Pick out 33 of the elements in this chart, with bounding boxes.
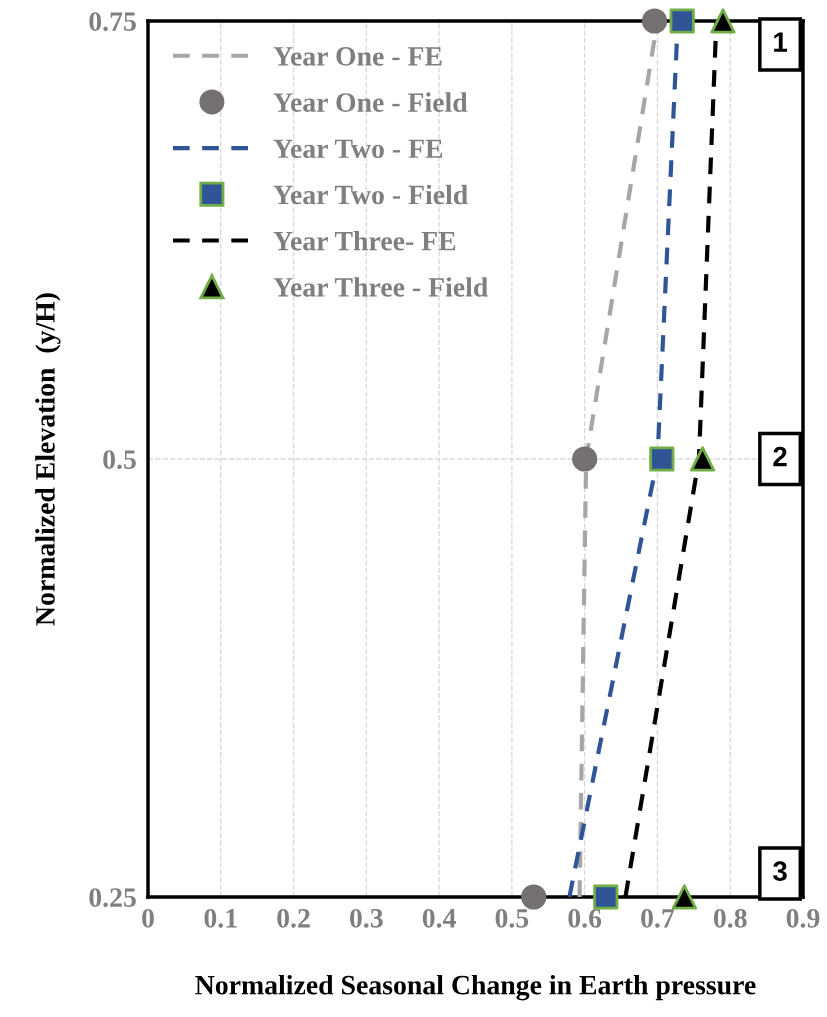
point [689,446,716,472]
legend-label: Year Three- FE [273,230,456,251]
x-tick-label: 0.5 [495,908,529,928]
x-tick-label: 0.7 [641,908,675,928]
x-tick-label: 0.9 [786,908,820,928]
x-tick-label: 0 [142,908,154,928]
annotation: 3 [772,861,787,882]
legend-label: Year One - Field [273,92,468,112]
x-tick-label: 0.4 [422,908,456,928]
legend-label: Year Two - FE [273,139,443,159]
x-tick-label: 0.1 [204,908,237,928]
x-tick-label: 0.3 [350,908,383,928]
x-tick-label: 0.6 [568,908,602,928]
annotation: 2 [773,446,787,467]
x-axis-title: Normalized Seasonal Change in Earth pressure [195,974,756,1001]
legend-label: Year Two - Field [273,184,468,205]
y-axis-title: Normalized Elevation (y/H) [35,293,61,626]
point [649,446,675,472]
point [593,884,619,910]
point [710,8,736,34]
y-tick-label: 0.25 [89,888,136,908]
point [572,446,598,472]
x-tick-label: 0.8 [713,908,747,928]
legend-label: Year Three - Field [273,277,488,297]
point [521,884,547,910]
point [671,884,697,910]
point [669,8,695,34]
annotation: 1 [774,32,788,52]
point [641,8,668,34]
y-tick-label: 0.5 [103,450,136,470]
y-tick-label: 0.75 [89,12,136,32]
legend-label: Year One - FE [273,47,442,66]
x-tick-label: 0.2 [277,908,310,928]
